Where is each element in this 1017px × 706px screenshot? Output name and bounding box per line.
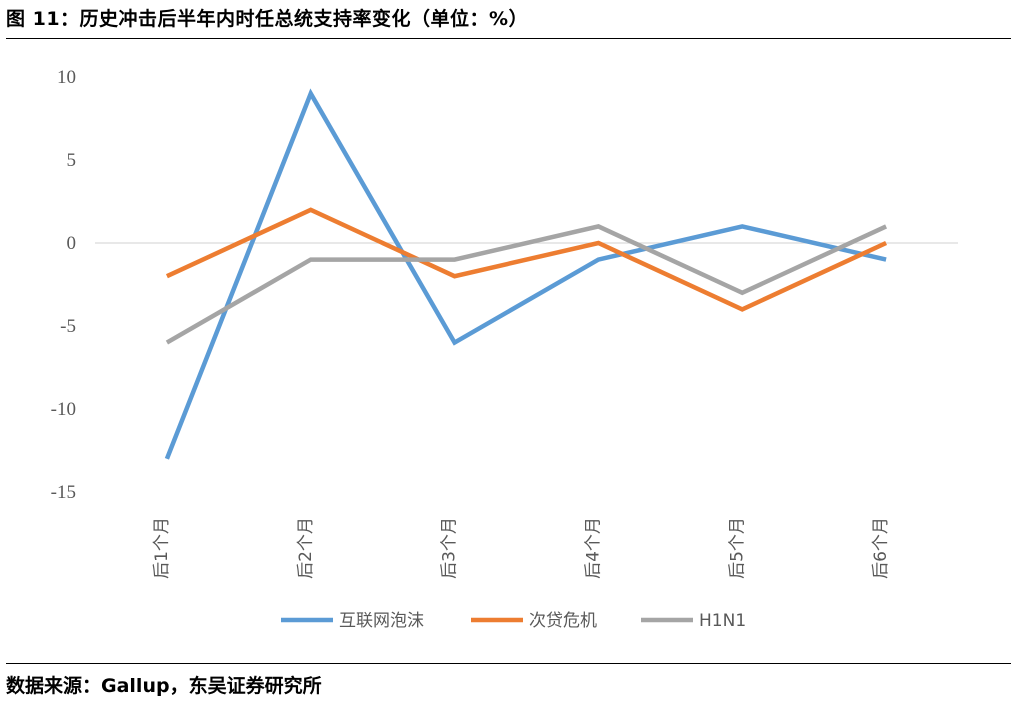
x-tick-label: 后4个月: [583, 517, 603, 579]
series-lines: [164, 88, 888, 460]
y-tick-label: 0: [67, 233, 77, 254]
x-tick-label: 后3个月: [440, 517, 460, 579]
x-tick-label: 后2个月: [296, 517, 316, 579]
x-tick-label: 后6个月: [871, 517, 891, 579]
source-note: 数据来源：Gallup，东吴证券研究所: [6, 675, 322, 697]
legend-label: H1N1: [699, 611, 746, 631]
y-tick-label: 5: [67, 150, 77, 171]
y-tick-label: -10: [51, 399, 76, 420]
legend: 互联网泡沫 次贷危机 H1N1: [281, 611, 746, 631]
series-line-1: [164, 88, 887, 460]
line-chart: 10 5 0 -5 -10 -15 后1个月 后2个月 后3个月 后4个月 后5个月 后6个月 互联…: [51, 67, 958, 631]
series-line-2: [165, 207, 888, 312]
figure-title: 图 11：历史冲击后半年内时任总统支持率变化（单位：%）: [6, 8, 529, 30]
source-rule: [6, 663, 1011, 664]
y-tick-label: -15: [51, 482, 76, 503]
title-rule: [6, 38, 1011, 39]
x-tick-label: 后5个月: [727, 517, 747, 579]
y-tick-label: 10: [57, 67, 76, 88]
legend-label: 次贷危机: [529, 611, 597, 631]
series-line-3: [165, 224, 888, 345]
legend-label: 互联网泡沫: [339, 611, 424, 631]
y-axis-ticks: 10 5 0 -5 -10 -15: [51, 67, 76, 503]
x-tick-label: 后1个月: [152, 517, 172, 579]
x-axis-ticks: 后1个月 后2个月 后3个月 后4个月 后5个月 后6个月: [152, 517, 891, 579]
y-tick-label: -5: [60, 316, 76, 337]
